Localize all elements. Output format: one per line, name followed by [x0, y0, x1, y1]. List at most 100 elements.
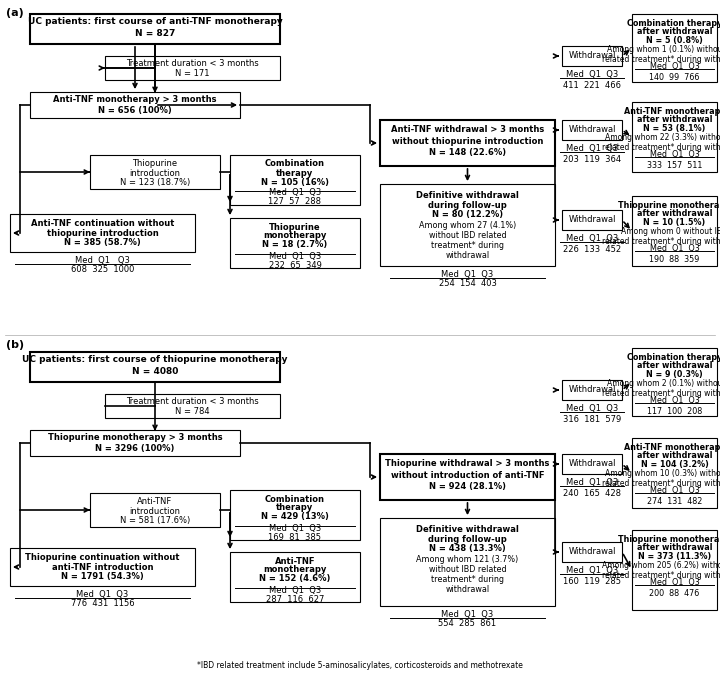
Text: 140  99  766: 140 99 766: [649, 72, 700, 81]
Text: treatment* during: treatment* during: [431, 242, 504, 250]
Text: N = 18 (2.7%): N = 18 (2.7%): [262, 240, 328, 250]
Text: after withdrawal: after withdrawal: [636, 362, 712, 370]
Text: Combination: Combination: [265, 494, 325, 504]
Text: Med  Q1  Q3: Med Q1 Q3: [441, 269, 494, 278]
Text: UC patients: first course of anti-TNF monotherapy: UC patients: first course of anti-TNF mo…: [27, 18, 282, 26]
Text: (b): (b): [6, 340, 24, 350]
Text: withdrawal: withdrawal: [446, 251, 490, 261]
Text: Withdrawal: Withdrawal: [568, 548, 616, 556]
Bar: [380, 120, 555, 166]
Text: Med  Q1  Q3: Med Q1 Q3: [649, 150, 699, 158]
Bar: [10, 214, 195, 252]
Text: N = 123 (18.7%): N = 123 (18.7%): [120, 177, 190, 186]
Text: Med  Q1  Q3: Med Q1 Q3: [649, 485, 699, 494]
Text: Among whom 2 (0.1%) without IBD: Among whom 2 (0.1%) without IBD: [608, 380, 720, 389]
Text: Med  Q1  Q3: Med Q1 Q3: [566, 403, 618, 412]
Bar: [380, 184, 555, 266]
Bar: [30, 92, 240, 118]
Text: after withdrawal: after withdrawal: [636, 452, 712, 460]
Text: Med  Q1  Q3: Med Q1 Q3: [566, 234, 618, 242]
Text: 203  119  364: 203 119 364: [563, 154, 621, 164]
Text: after withdrawal: after withdrawal: [636, 116, 712, 125]
Bar: [632, 102, 717, 172]
Text: N = 827: N = 827: [135, 30, 175, 39]
Text: during follow-up: during follow-up: [428, 200, 507, 209]
Text: N = 104 (3.2%): N = 104 (3.2%): [641, 460, 708, 470]
Text: (a): (a): [6, 8, 24, 18]
Text: Among whom 0 without IBD: Among whom 0 without IBD: [621, 227, 720, 236]
Bar: [380, 454, 555, 500]
Text: Med  Q1  Q3: Med Q1 Q3: [269, 523, 321, 533]
Text: 117  100  208: 117 100 208: [647, 406, 702, 416]
Text: N = 9 (0.3%): N = 9 (0.3%): [646, 370, 703, 380]
Text: Anti-TNF withdrawal > 3 months: Anti-TNF withdrawal > 3 months: [391, 125, 544, 135]
Text: 169  81  385: 169 81 385: [269, 533, 322, 542]
Text: Med  Q1   Q3: Med Q1 Q3: [75, 255, 130, 265]
Text: 190  88  359: 190 88 359: [649, 255, 700, 263]
Bar: [562, 120, 622, 140]
Text: Med  Q1  Q3: Med Q1 Q3: [649, 62, 699, 70]
Bar: [30, 14, 280, 44]
Text: Med  Q1  Q3: Med Q1 Q3: [649, 395, 699, 404]
Text: Combination therapy: Combination therapy: [627, 353, 720, 362]
Text: Withdrawal: Withdrawal: [568, 125, 616, 135]
Bar: [105, 394, 280, 418]
Text: 254  154  403: 254 154 403: [438, 280, 496, 288]
Text: 287  116  627: 287 116 627: [266, 594, 324, 603]
Text: 160  119  285: 160 119 285: [563, 577, 621, 586]
Text: Med  Q1  Q3: Med Q1 Q3: [269, 251, 321, 261]
Text: Anti-TNF: Anti-TNF: [275, 556, 315, 565]
Bar: [632, 348, 717, 416]
Bar: [632, 530, 717, 610]
Text: N = 148 (22.6%): N = 148 (22.6%): [429, 148, 506, 158]
Text: 333  157  511: 333 157 511: [647, 160, 702, 169]
Text: Thiopurine withdrawal > 3 months: Thiopurine withdrawal > 3 months: [385, 460, 549, 468]
Text: Withdrawal: Withdrawal: [568, 460, 616, 468]
Bar: [632, 196, 717, 266]
Text: Med  Q1  Q3: Med Q1 Q3: [269, 586, 321, 594]
Text: thiopurine introduction: thiopurine introduction: [47, 229, 158, 238]
Text: after withdrawal: after withdrawal: [636, 544, 712, 552]
Text: N = 171: N = 171: [175, 68, 210, 77]
Text: Anti-TNF monotherapy: Anti-TNF monotherapy: [624, 106, 720, 116]
Bar: [230, 552, 360, 602]
Bar: [230, 155, 360, 205]
Text: Anti-TNF monotherapy > 3 months: Anti-TNF monotherapy > 3 months: [53, 95, 217, 104]
Text: Med  Q1  Q3: Med Q1 Q3: [566, 565, 618, 575]
Bar: [562, 542, 622, 562]
Text: 776  431  1156: 776 431 1156: [71, 600, 135, 609]
Text: Treatment duration < 3 months: Treatment duration < 3 months: [126, 397, 259, 406]
Text: Among whom 205 (6.2%) without IBD: Among whom 205 (6.2%) without IBD: [603, 561, 720, 571]
Text: Med  Q1  Q3: Med Q1 Q3: [566, 70, 618, 79]
Text: therapy: therapy: [276, 504, 314, 512]
Text: Med  Q1  Q3: Med Q1 Q3: [566, 144, 618, 152]
Text: *IBD related treatment include 5-aminosalicylates, corticosteroids and methotrex: *IBD related treatment include 5-aminosa…: [197, 661, 523, 670]
Text: 226  133  452: 226 133 452: [563, 244, 621, 253]
Bar: [105, 56, 280, 80]
Text: Med  Q1  Q3: Med Q1 Q3: [649, 577, 699, 586]
Text: Thiopurine: Thiopurine: [269, 223, 321, 232]
Text: related treatment* during withdrawal: related treatment* during withdrawal: [602, 571, 720, 580]
Bar: [230, 490, 360, 540]
Text: Among whom 10 (0.3%) without IBD: Among whom 10 (0.3%) without IBD: [605, 470, 720, 479]
Text: Definitive withdrawal: Definitive withdrawal: [416, 190, 519, 200]
Text: N = 105 (16%): N = 105 (16%): [261, 177, 329, 186]
Bar: [30, 430, 240, 456]
Text: without thiopurine introduction: without thiopurine introduction: [392, 137, 543, 146]
Text: monotherapy: monotherapy: [264, 565, 327, 575]
Text: N = 53 (8.1%): N = 53 (8.1%): [643, 125, 706, 133]
Text: 200  88  476: 200 88 476: [649, 588, 700, 598]
Text: related treatment* during withdrawal: related treatment* during withdrawal: [602, 389, 720, 397]
Text: anti-TNF introduction: anti-TNF introduction: [52, 563, 153, 571]
Text: N = 924 (28.1%): N = 924 (28.1%): [429, 483, 506, 492]
Text: 608  325  1000: 608 325 1000: [71, 265, 134, 274]
Text: N = 784: N = 784: [175, 406, 210, 416]
Text: Med  Q1  Q3: Med Q1 Q3: [76, 590, 129, 598]
Text: Withdrawal: Withdrawal: [568, 51, 616, 60]
Text: 274  131  482: 274 131 482: [647, 496, 702, 506]
Text: N = 1791 (54.3%): N = 1791 (54.3%): [61, 573, 144, 582]
Text: Withdrawal: Withdrawal: [568, 215, 616, 225]
Text: Anti-TNF continuation without: Anti-TNF continuation without: [31, 219, 174, 227]
Text: N = 152 (4.6%): N = 152 (4.6%): [259, 575, 330, 584]
Text: N = 385 (58.7%): N = 385 (58.7%): [64, 238, 141, 248]
